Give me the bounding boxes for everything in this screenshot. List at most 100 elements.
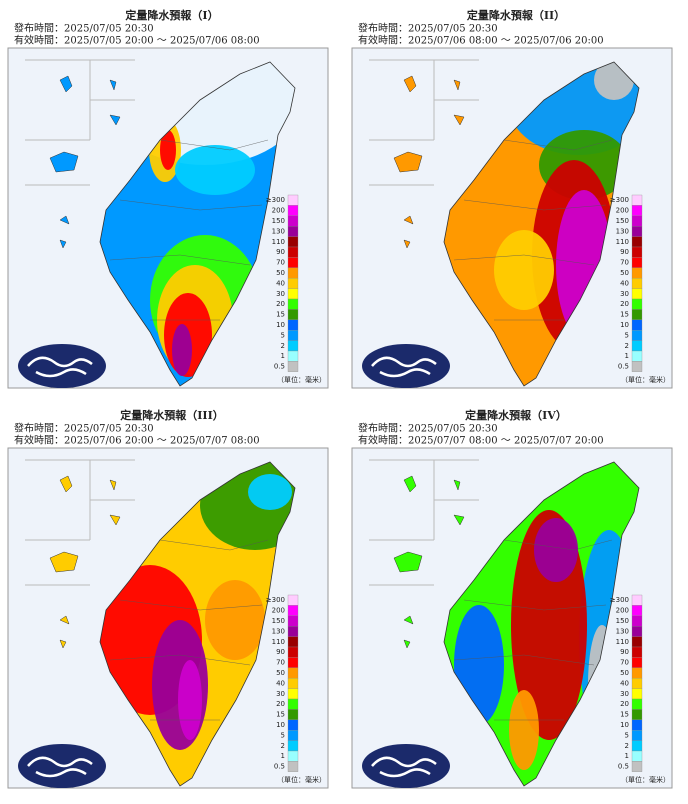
legend-label: 0.5: [618, 363, 629, 371]
legend-label: 50: [276, 269, 285, 277]
legend-swatch: [287, 750, 299, 762]
legend-label: 200: [272, 607, 285, 615]
legend-swatch: [287, 288, 299, 300]
county-lines: [109, 539, 269, 721]
legend-label: 150: [616, 617, 629, 625]
issue-time: 發布時間：2025/07/05 20:30: [14, 422, 154, 435]
legend-swatch: [287, 615, 299, 627]
legend-swatch: [287, 709, 299, 720]
legend-swatch: [631, 350, 643, 362]
legend-swatch: [287, 698, 299, 710]
legend-swatch: [287, 719, 299, 731]
island-penghu: [393, 475, 465, 649]
legend-swatch: [631, 288, 643, 300]
legend-label: 90: [620, 648, 629, 656]
legend-label: 2: [281, 742, 285, 750]
island-penghu: [49, 75, 121, 249]
legend-label: 130: [272, 227, 285, 235]
legend-label: 150: [272, 617, 285, 625]
rain-area: [160, 130, 176, 170]
legend-swatch: [287, 646, 299, 658]
legend-swatch: [631, 646, 643, 658]
legend-unit: （單位：毫米）: [621, 375, 670, 384]
legend-label: 1: [281, 752, 285, 760]
legend-swatch: [287, 267, 299, 279]
legend-swatch: [631, 226, 643, 237]
legend-label: 20: [620, 700, 629, 708]
legend-label: 30: [620, 690, 629, 698]
legend-label: ≥300: [266, 596, 285, 604]
legend-label: ≥300: [610, 196, 629, 204]
legend-label: 0.5: [274, 363, 285, 371]
legend-swatch: [631, 636, 643, 648]
legend-label: 50: [620, 269, 629, 277]
legend-swatch: [631, 309, 643, 320]
legend-swatch: [631, 267, 643, 279]
legend-label: 5: [281, 731, 285, 739]
legend-swatch: [287, 340, 299, 352]
legend-swatch: [631, 330, 643, 341]
inset-lines: [25, 59, 135, 186]
cwa-logo-wave: [27, 356, 93, 378]
legend-swatch: [631, 678, 643, 689]
rain-area: [178, 660, 202, 740]
legend-label: ≥300: [610, 596, 629, 604]
taiwan-outline: [443, 461, 640, 787]
legend-label: 20: [620, 300, 629, 308]
legend-label: 40: [276, 279, 285, 287]
legend-label: 1: [625, 352, 629, 360]
legend-swatch: [287, 298, 299, 310]
legend-label: 30: [276, 290, 285, 298]
rain-area: [248, 474, 292, 510]
legend-swatch: [631, 709, 643, 720]
rain-area: [494, 230, 554, 310]
legend-swatch: [631, 750, 643, 762]
legend-label: 110: [272, 638, 285, 646]
legend-swatch: [287, 236, 299, 248]
legend-swatch: [631, 761, 643, 772]
legend-label: 200: [272, 207, 285, 215]
legend-swatch: [631, 667, 643, 679]
legend-label: 130: [616, 627, 629, 635]
legend-label: 15: [276, 711, 285, 719]
legend-swatch: [631, 246, 643, 258]
legend-label: ≥300: [266, 196, 285, 204]
legend-label: 40: [620, 679, 629, 687]
legend-swatch: [631, 298, 643, 310]
taiwan-outline: [99, 461, 296, 787]
rain-area: [534, 518, 578, 582]
forecast-panel: 定量降水預報（II）發布時間：2025/07/05 20:30有效時間：2025…: [351, 8, 673, 389]
legend-label: 5: [625, 331, 629, 339]
legend-label: 20: [276, 300, 285, 308]
issue-time: 發布時間：2025/07/05 20:30: [358, 22, 498, 35]
valid-time: 有效時間：2025/07/06 08:00 ～ 2025/07/06 20:00: [358, 34, 604, 47]
legend-swatch: [631, 594, 643, 606]
legend-label: 150: [272, 217, 285, 225]
legend-swatch: [631, 319, 643, 331]
inset-lines: [25, 459, 135, 586]
legend-swatch: [287, 246, 299, 258]
legend-unit: （單位：毫米）: [277, 375, 326, 384]
valid-time: 有效時間：2025/07/07 08:00 ～ 2025/07/07 20:00: [358, 434, 604, 447]
legend-label: 40: [620, 279, 629, 287]
legend-swatch: [287, 626, 299, 637]
legend-label: 70: [276, 659, 285, 667]
cwa-logo-wave: [371, 356, 437, 378]
legend-label: 30: [620, 290, 629, 298]
cwa-logo-wave: [371, 756, 437, 778]
legend-label: 10: [276, 721, 285, 729]
legend-swatch: [287, 636, 299, 648]
legend-swatch: [287, 657, 299, 668]
county-lines: [453, 539, 613, 721]
legend-label: 15: [276, 311, 285, 319]
issue-time: 發布時間：2025/07/05 20:30: [14, 22, 154, 35]
legend-swatch: [631, 626, 643, 637]
legend-label: 30: [276, 690, 285, 698]
legend-label: 110: [616, 638, 629, 646]
legend-label: 50: [276, 669, 285, 677]
legend-label: 20: [276, 700, 285, 708]
cwa-logo-wave: [27, 756, 93, 778]
legend-swatch: [631, 657, 643, 668]
taiwan-outline: [443, 61, 640, 387]
rain-area: [509, 690, 539, 770]
